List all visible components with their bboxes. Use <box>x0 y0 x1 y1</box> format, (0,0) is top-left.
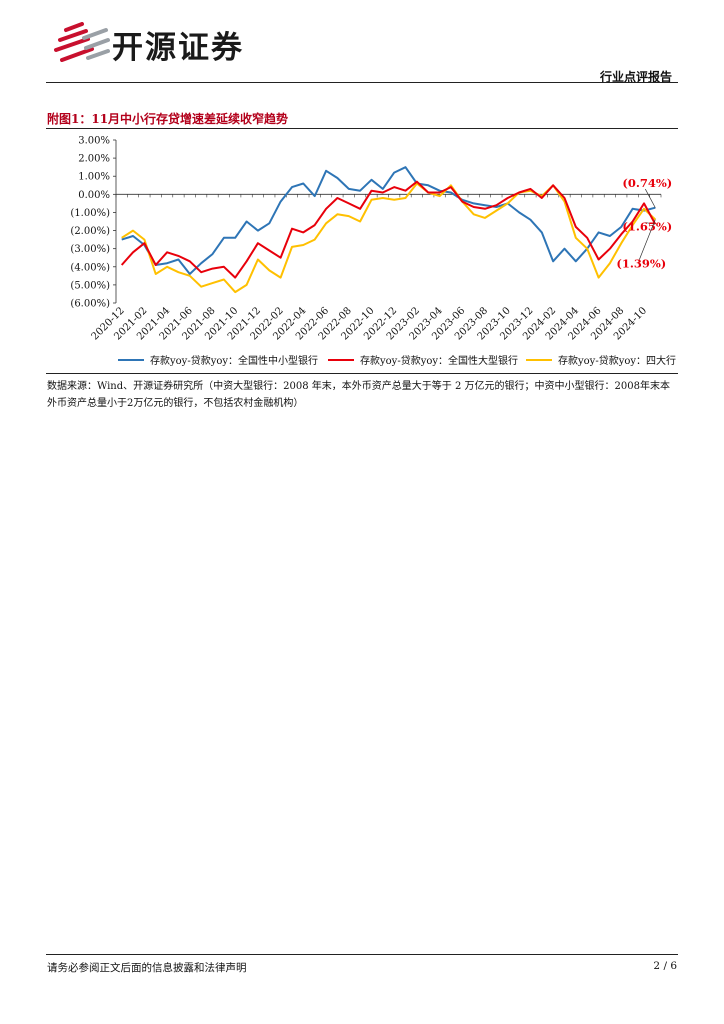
line-chart: 3.00% 2.00% 1.00% 0.00% (1.00%) (2.00%) (3.00%… <box>70 136 676 368</box>
figure-title: 附图1：11月中小行存贷增速差延续收窄趋势 <box>47 112 289 126</box>
footer-divider <box>46 954 678 955</box>
header-divider <box>46 82 678 83</box>
annotation-label: (1.39%) <box>616 257 666 271</box>
y-tick-label: (1.00%) <box>70 208 110 219</box>
x-axis: 2020-122021-022021-042021-062021-082021-… <box>90 193 662 343</box>
series-line-0 <box>121 166 656 275</box>
y-axis: 3.00% 2.00% 1.00% 0.00% (1.00%) (2.00%) (3.00%… <box>70 136 117 310</box>
legend-label-1: 存款yoy-贷款yoy：全国性大型银行 <box>360 354 518 367</box>
annotation-label: (1.65%) <box>622 220 672 234</box>
chart-bottom-divider <box>46 373 678 374</box>
y-tick-label: (4.00%) <box>70 262 110 273</box>
annotation-label: (0.74%) <box>622 176 672 190</box>
annotations: (0.74%) (1.65%) (1.39%) <box>616 176 672 271</box>
series-line-2 <box>121 182 656 294</box>
y-tick-label: 0.00% <box>78 190 110 201</box>
brand-name: 开源证券 <box>112 30 244 66</box>
y-tick-label: 2.00% <box>78 154 110 165</box>
disclaimer-text: 请务必参阅正文后面的信息披露和法律声明 <box>47 962 247 974</box>
series-lines <box>120 166 657 294</box>
annotation-leader <box>645 188 656 208</box>
y-tick-label: (3.00%) <box>70 244 110 255</box>
y-tick-label: 1.00% <box>78 172 110 183</box>
chart-legend: 存款yoy-贷款yoy：全国性中小型银行 存款yoy-贷款yoy：全国性大型银行 存… <box>118 354 676 367</box>
y-tick-label: (5.00%) <box>70 280 110 291</box>
figure-title-divider <box>46 128 678 129</box>
y-tick-label: (2.00%) <box>70 226 110 237</box>
legend-label-2: 存款yoy-贷款yoy：四大行 <box>558 354 676 367</box>
y-tick-label: (6.00%) <box>70 299 110 310</box>
y-tick-label: 3.00% <box>78 136 110 147</box>
data-source-note: 数据来源：Wind、开源证券研究所（中资大型银行：2008 年末，本外币资产总量… <box>47 381 670 409</box>
report-category: 行业点评报告 <box>599 70 672 84</box>
page-number: 2 / 6 <box>653 960 677 972</box>
brand-logo-icon <box>54 22 110 62</box>
annotation-leader <box>638 219 656 260</box>
legend-label-0: 存款yoy-贷款yoy：全国性中小型银行 <box>150 354 318 367</box>
series-line-1 <box>120 180 657 279</box>
